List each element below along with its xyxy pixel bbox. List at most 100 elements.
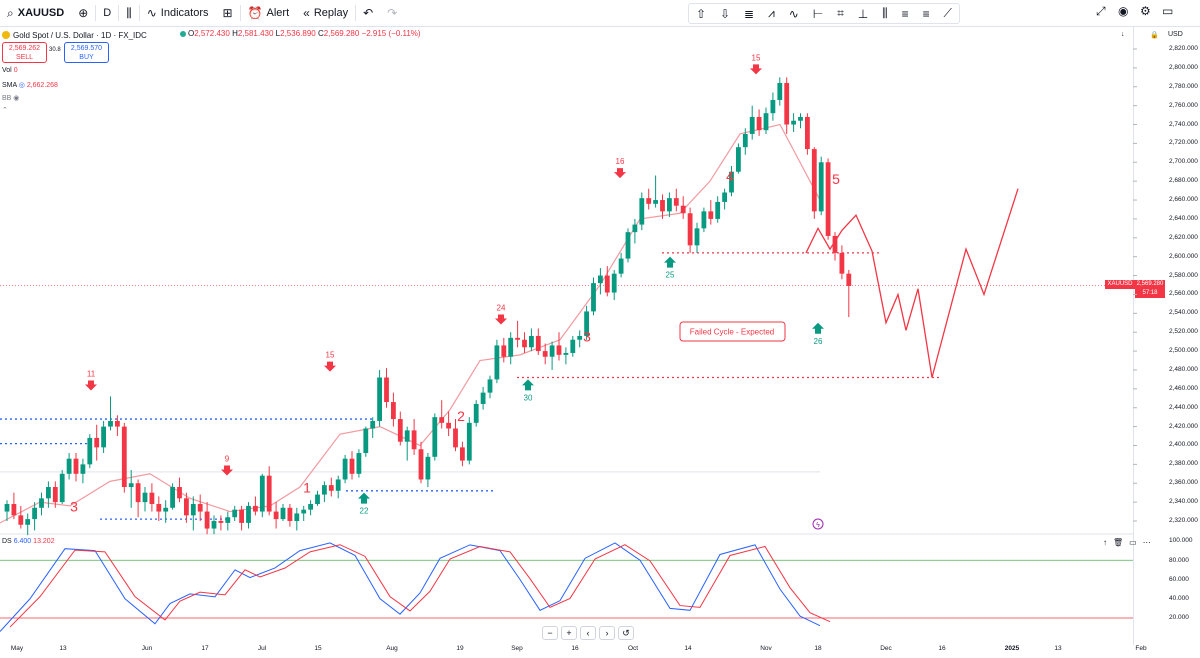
reset-chart-button[interactable]: ↺	[618, 626, 634, 640]
oscillator-legend[interactable]: DS 6.400 13.202	[2, 538, 55, 545]
scroll-right-button[interactable]: ›	[599, 626, 615, 640]
frame-icon[interactable]: ⌗	[837, 6, 844, 20]
oscillator-tick-label: 20.000	[1169, 614, 1189, 621]
volume-label: Vol	[2, 67, 12, 74]
buy-arrow-icon	[522, 379, 534, 391]
candle-body	[218, 521, 224, 523]
candle-body	[425, 456, 431, 480]
sell-label: SELL	[15, 54, 34, 61]
indicators-button[interactable]: ∿ Indicators	[140, 0, 216, 27]
buy-arrow-icon	[664, 256, 676, 268]
candle-body	[170, 487, 175, 508]
range-icon[interactable]: ⊢	[812, 6, 824, 21]
sma-settings-icon[interactable]: ◎	[18, 82, 25, 89]
bb-legend[interactable]: BB ◉	[2, 94, 19, 102]
y-tick-label: 2,480.000	[1169, 365, 1198, 373]
currency-label[interactable]: USD	[1168, 31, 1183, 38]
buy-price: 2,569.570	[70, 45, 103, 52]
more-icon[interactable]: ⋯	[1142, 538, 1151, 547]
settings-icon[interactable]: ⚙	[1140, 4, 1151, 18]
candle-body	[722, 192, 727, 202]
symbol-label: XAUUSD	[17, 7, 65, 19]
x-tick-label: Nov	[760, 645, 772, 652]
zigzag-icon[interactable]: ⩘	[767, 6, 775, 20]
candle-body	[135, 483, 141, 503]
candle-body	[715, 201, 721, 219]
buy-button[interactable]: 2,569.570 BUY	[64, 42, 109, 63]
y-tick-label: 2,380.000	[1169, 460, 1198, 468]
volume-legend[interactable]: Vol 0	[2, 67, 18, 74]
compare-button[interactable]: ⊕	[71, 0, 95, 27]
drawing-toolbar: ⇧ ⇩ ≣ ⩘ ∿ ⊢ ⌗ ⊥ ⫼ ≡ ≡ ⟋	[688, 3, 960, 24]
candle-body	[197, 504, 203, 512]
redo-icon: ↷	[387, 6, 398, 20]
trash-icon[interactable]: 🗑	[1113, 538, 1124, 547]
oscillator-k-line	[0, 542, 821, 632]
eye-icon[interactable]: ◉	[13, 95, 20, 102]
elliott-wave-label: 4	[726, 168, 734, 184]
trend-line-icon[interactable]: ⟋	[943, 6, 952, 20]
path-icon[interactable]: ∿	[788, 6, 799, 21]
last-price-tag: XAUUSD 2,569.280 57:18	[1105, 280, 1165, 298]
chevron-down-icon[interactable]: ↓	[1121, 31, 1125, 38]
zoom-out-button[interactable]: −	[542, 626, 558, 640]
interval-button[interactable]: D	[96, 0, 118, 27]
sma-legend[interactable]: SMA ◎ 2,662.268	[2, 81, 58, 89]
candle-body	[563, 352, 569, 355]
price-tag-value: 2,569.280	[1136, 281, 1164, 287]
publish-icon[interactable]: ▭	[1162, 4, 1174, 18]
collapse-legend-button[interactable]: ⌃	[2, 107, 8, 114]
candle-body	[39, 498, 44, 508]
layouts-button[interactable]: ⊞	[216, 0, 240, 27]
arrow-up-icon[interactable]: ⇧	[695, 6, 707, 21]
scroll-left-button[interactable]: ‹	[580, 626, 596, 640]
price-axis[interactable]	[1133, 27, 1200, 645]
undo-button[interactable]: ↶	[356, 0, 380, 27]
long-position-icon[interactable]: ≡	[901, 6, 909, 21]
chart-title: Gold Spot / U.S. Dollar · 1D · FX_IDC	[13, 30, 147, 40]
candle-body	[190, 504, 196, 516]
candle-body	[115, 420, 120, 427]
currency-lock-icon[interactable]: 🔒	[1150, 32, 1159, 39]
pane-controls: ↑ 🗑 ▭ ⋯	[1103, 538, 1151, 547]
candle-body	[273, 511, 279, 520]
candle-body	[770, 99, 776, 114]
chart-type-button[interactable]: ⫼	[119, 0, 139, 27]
divider	[118, 5, 120, 21]
x-tick-label: 14	[684, 645, 692, 652]
candle-body	[253, 505, 258, 512]
low-value: 2,536.890	[280, 29, 316, 38]
candle-body	[121, 426, 127, 488]
arrow-up-icon[interactable]: ↑	[1103, 538, 1107, 547]
candle-body	[108, 420, 113, 427]
redo-button[interactable]: ↷	[380, 0, 404, 27]
sell-button[interactable]: 2,569.262 SELL	[2, 42, 47, 63]
sell-signal-count: 24	[497, 303, 506, 312]
maximize-icon[interactable]: ▭	[1129, 538, 1137, 547]
alert-button[interactable]: ⏰ Alert	[241, 0, 297, 27]
candle-body	[370, 420, 376, 429]
y-tick-label: 2,340.000	[1169, 498, 1198, 506]
callout-box	[679, 321, 786, 342]
candle-body	[549, 345, 555, 357]
text-lines-icon[interactable]: ≣	[743, 6, 755, 21]
camera-icon[interactable]: ◉	[1118, 4, 1129, 18]
candle-body	[501, 345, 507, 357]
zoom-in-button[interactable]: +	[561, 626, 577, 640]
candles-tool-icon[interactable]: ⫼	[882, 6, 888, 20]
symbol-search-button[interactable]: ⌕ XAUUSD	[0, 0, 71, 27]
replay-button[interactable]: « Replay	[296, 0, 355, 27]
fullscreen-icon[interactable]: ⤢	[1096, 4, 1106, 18]
y-tick-label: 2,540.000	[1169, 309, 1198, 317]
arrow-down-icon[interactable]: ⇩	[719, 6, 731, 21]
candle-body	[453, 428, 458, 448]
short-position-icon[interactable]: ≡	[922, 6, 930, 21]
candle-body	[825, 162, 831, 236]
alarm-clock-icon: ⏰	[247, 6, 263, 20]
y-tick-label: 2,660.000	[1169, 196, 1198, 204]
buy-arrow-icon	[358, 492, 370, 504]
search-icon: ⌕	[7, 5, 14, 20]
candle-body	[101, 426, 106, 448]
date-range-icon[interactable]: ⊥	[857, 6, 869, 21]
